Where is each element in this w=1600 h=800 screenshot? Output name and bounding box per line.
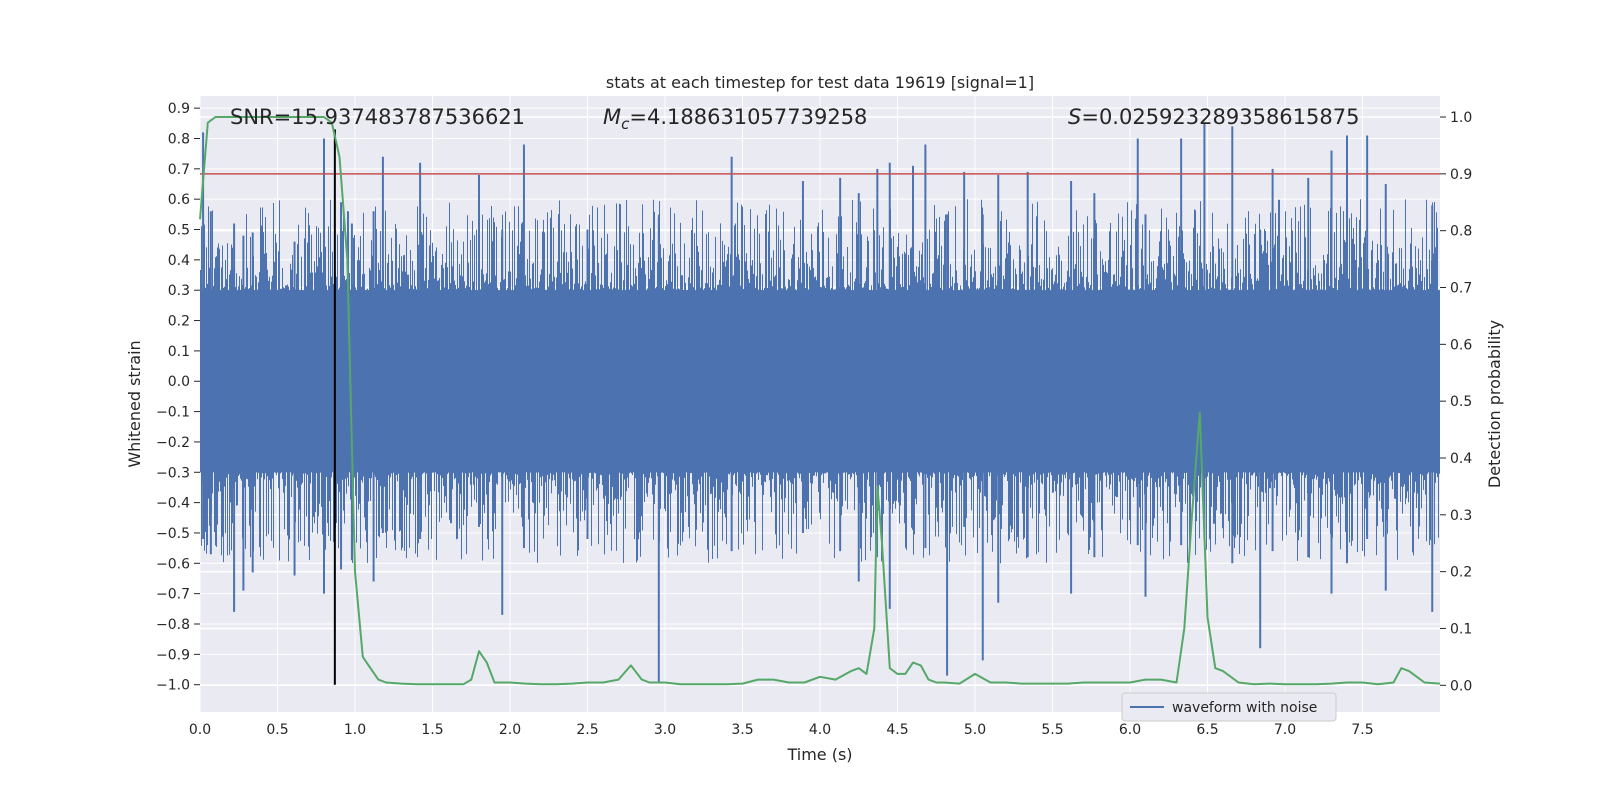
detection-probability-line	[199, 116, 1441, 686]
y-tick-label-right: 0.7	[1450, 281, 1472, 297]
y-tick-label-left: −0.2	[156, 435, 190, 451]
x-tick-label: 1.5	[421, 722, 443, 738]
y-tick-label-left: 0.1	[168, 344, 190, 360]
y-tick-label-left: −1.0	[156, 678, 190, 694]
y-tick-label-right: 0.6	[1450, 337, 1472, 353]
y-tick-label-left: 0.5	[168, 223, 190, 239]
y-tick-label-right: 0.8	[1450, 224, 1472, 240]
chart-title: stats at each timestep for test data 196…	[606, 73, 1034, 92]
x-tick-label: 6.0	[1119, 722, 1141, 738]
chirp-mass-symbol: M	[603, 105, 621, 129]
x-axis-label: Time (s)	[786, 745, 852, 764]
waveform-series	[200, 123, 1440, 682]
y-tick-label-left: −0.5	[156, 526, 190, 542]
x-tick-label: 2.5	[576, 722, 598, 738]
y-tick-label-right: 0.9	[1450, 167, 1472, 183]
y-tick-label-left: −0.1	[156, 405, 190, 421]
snr-annotation: SNR=15.937483787536621	[230, 105, 525, 129]
y-tick-label-left: 0.9	[168, 101, 190, 117]
x-tick-label: 6.5	[1196, 722, 1218, 738]
x-tick-label: 3.0	[654, 722, 676, 738]
y-tick-label-right: 0.0	[1450, 678, 1472, 694]
y-axis-label-left: Whitened strain	[125, 340, 144, 467]
waveform-noise	[200, 199, 1440, 564]
x-tick-label: 4.0	[809, 722, 831, 738]
y-tick-label-left: −0.8	[156, 617, 190, 633]
y-tick-label-left: −0.7	[156, 587, 190, 603]
axes: 0.0 0.5 1.0 1.5 2.0 2.5 3.0 3.5 4.0 4.5 5.0 5.5 6.0 6…	[156, 101, 1472, 738]
x-tick-label: 5.0	[964, 722, 986, 738]
x-tick-label: 3.5	[731, 722, 753, 738]
y-tick-label-left: 0.0	[168, 374, 190, 390]
y-tick-label-left: 0.8	[168, 131, 190, 147]
x-tick-label: 5.5	[1041, 722, 1063, 738]
s-symbol: S	[1068, 105, 1081, 129]
y-tick-label-right: 0.4	[1450, 451, 1472, 467]
y-tick-label-right: 0.2	[1450, 565, 1472, 581]
y-tick-label-left: 0.3	[168, 283, 190, 299]
y-tick-label-left: −0.6	[156, 556, 190, 572]
x-tick-label: 7.5	[1351, 722, 1373, 738]
y-tick-label-left: −0.9	[156, 647, 190, 663]
y-tick-label-left: −0.3	[156, 465, 190, 481]
x-tick-label: 2.0	[499, 722, 521, 738]
y-tick-label-right: 0.3	[1450, 508, 1472, 524]
legend: waveform with noise	[1121, 692, 1337, 722]
y-tick-label-left: 0.6	[168, 192, 190, 208]
y-tick-label-right: 0.5	[1450, 394, 1472, 410]
legend-box	[1121, 692, 1337, 722]
x-tick-label: 7.0	[1274, 722, 1296, 738]
y-tick-label-left: 0.4	[168, 253, 190, 269]
x-tick-label: 0.0	[189, 722, 211, 738]
legend-label-waveform: waveform with noise	[1172, 700, 1317, 716]
x-tick-label: 0.5	[266, 722, 288, 738]
chirp-mass-subscript: c	[621, 115, 630, 133]
chirp-mass-value: =4.188631057739258	[629, 105, 867, 129]
y-tick-label-right: 1.0	[1450, 110, 1472, 126]
chirp-mass-annotation: Mc=4.188631057739258	[603, 105, 867, 133]
y-axis-label-right: Detection probability	[1485, 320, 1504, 488]
detection-probability-series	[199, 116, 1441, 686]
s-value: =0.025923289358615875	[1081, 105, 1359, 129]
s-annotation: S=0.025923289358615875	[1068, 105, 1359, 129]
x-tick-label: 1.0	[344, 722, 366, 738]
y-tick-label-right: 0.1	[1450, 621, 1472, 637]
y-tick-label-left: −0.4	[156, 496, 190, 512]
y-tick-label-left: 0.7	[168, 162, 190, 178]
y-tick-label-left: 0.2	[168, 314, 190, 330]
x-tick-label: 4.5	[886, 722, 908, 738]
